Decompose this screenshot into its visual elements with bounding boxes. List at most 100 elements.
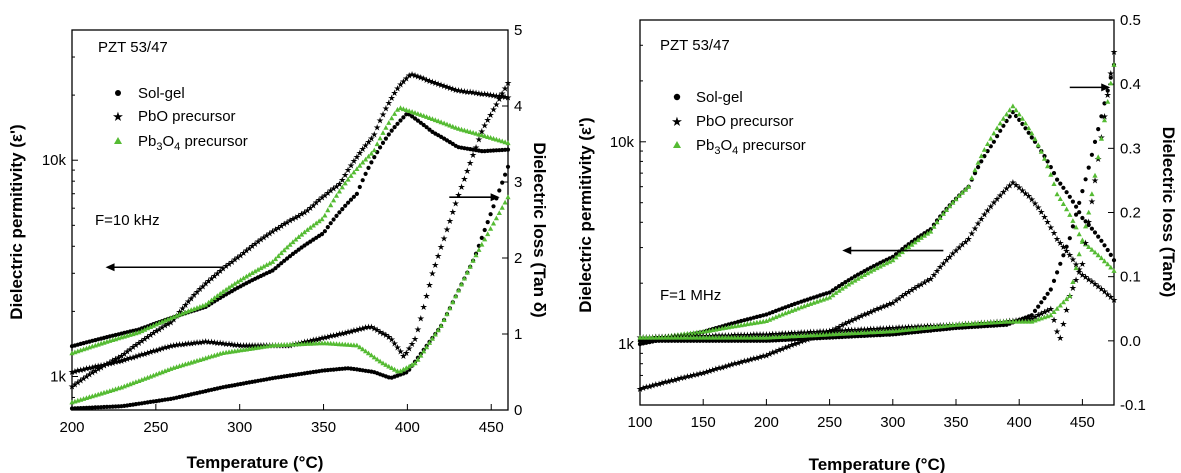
right-tick-label: 0.1 [1120,269,1141,286]
data-point: ★ [103,359,111,369]
data-point [1098,135,1104,141]
data-point: ★ [857,311,865,321]
data-point: ★ [895,323,903,333]
data-point [467,263,473,269]
right-legend-sol-gel: Sol-gel [696,89,743,106]
data-point [1105,99,1111,104]
data-point [383,362,389,367]
data-point [881,259,886,264]
data-point [795,300,801,305]
data-point [502,199,508,205]
data-point: ★ [457,182,465,192]
data-point: ★ [210,338,218,348]
data-point: ★ [335,179,343,189]
left-legend: Sol-gel ★ PbO precursor Pb3O4 precursor [112,85,248,153]
data-point: ★ [190,338,198,348]
data-point [789,337,794,342]
arrow-head [1101,83,1111,92]
data-point: ★ [202,337,210,347]
data-point: ★ [914,281,922,291]
data-point [846,334,851,339]
right-arrows [842,83,1111,255]
data-point: ★ [225,259,233,269]
data-point [407,367,412,372]
data-point [319,216,325,222]
data-point: ★ [434,251,442,261]
data-point: ★ [908,285,916,295]
data-point: ★ [135,338,143,348]
left-legend-marker-pb3o4 [114,137,122,144]
data-point: ★ [455,86,463,96]
data-point: ★ [144,348,152,358]
data-point: ★ [152,326,160,336]
data-point: ★ [917,279,925,289]
data-point: ★ [303,206,311,216]
data-point: ★ [193,338,201,348]
data-point: ★ [146,347,154,357]
data-point [824,335,829,340]
data-point: ★ [759,351,767,361]
data-point [421,122,426,128]
data-point: ★ [164,319,172,329]
data-point [849,276,854,281]
data-point: ★ [766,349,774,359]
data-point [406,363,412,369]
data-point [252,268,258,274]
data-point [773,314,779,320]
data-point: ★ [1104,90,1112,100]
data-point: ★ [753,330,761,340]
data-point: ★ [495,94,503,104]
data-point: ★ [330,331,338,341]
data-point: ★ [721,361,729,371]
data-point [1101,117,1108,123]
data-point [360,346,366,352]
data-point [808,336,813,341]
data-point: ★ [347,160,355,170]
data-point: ★ [1025,191,1033,201]
data-point: ★ [803,327,811,337]
data-point [339,184,345,190]
right-tick-label: 0.5 [1120,12,1141,29]
data-point: ★ [1078,259,1086,269]
data-point [383,136,388,141]
data-point: ★ [393,83,401,93]
data-point [997,120,1003,126]
data-point [1111,268,1117,273]
data-point [1029,135,1034,140]
data-point [479,241,485,247]
data-point [903,244,908,249]
data-point [342,180,348,186]
data-point [348,173,354,178]
data-point: ★ [184,297,192,307]
data-point: ★ [1107,69,1115,79]
data-point: ★ [428,77,436,87]
data-point [488,226,494,231]
data-point: ★ [734,358,742,368]
data-point: ★ [100,360,108,370]
right-tick-label: 0.3 [1120,140,1141,157]
data-point: ★ [141,334,149,344]
data-point: ★ [946,252,954,262]
data-point [328,202,334,208]
data-point: ★ [854,325,862,335]
data-point: ★ [411,334,419,344]
data-point [424,125,429,130]
data-point: ★ [775,345,783,355]
data-point [641,338,646,343]
data-point [1045,163,1051,169]
data-point [1105,247,1110,253]
data-point [334,213,339,218]
data-point: ★ [213,268,221,278]
data-point: ★ [838,320,846,330]
data-point [1086,209,1092,215]
data-point [482,236,488,242]
data-point [282,258,287,263]
data-point: ★ [123,347,131,357]
data-point: ★ [835,326,843,336]
data-point [380,140,386,145]
data-point [1108,264,1114,270]
data-point: ★ [968,229,976,239]
data-point [438,119,444,125]
data-point: ★ [207,273,215,283]
data-point: ★ [315,195,323,205]
